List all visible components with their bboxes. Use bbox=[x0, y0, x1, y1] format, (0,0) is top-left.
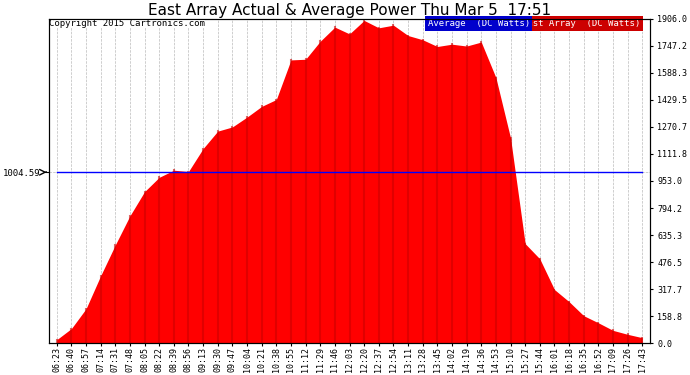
Text: East Array  (DC Watts): East Array (DC Watts) bbox=[522, 19, 640, 28]
Text: Copyright 2015 Cartronics.com: Copyright 2015 Cartronics.com bbox=[50, 19, 206, 28]
Text: Average  (DC Watts): Average (DC Watts) bbox=[428, 19, 530, 28]
Title: East Array Actual & Average Power Thu Mar 5  17:51: East Array Actual & Average Power Thu Ma… bbox=[148, 3, 551, 18]
